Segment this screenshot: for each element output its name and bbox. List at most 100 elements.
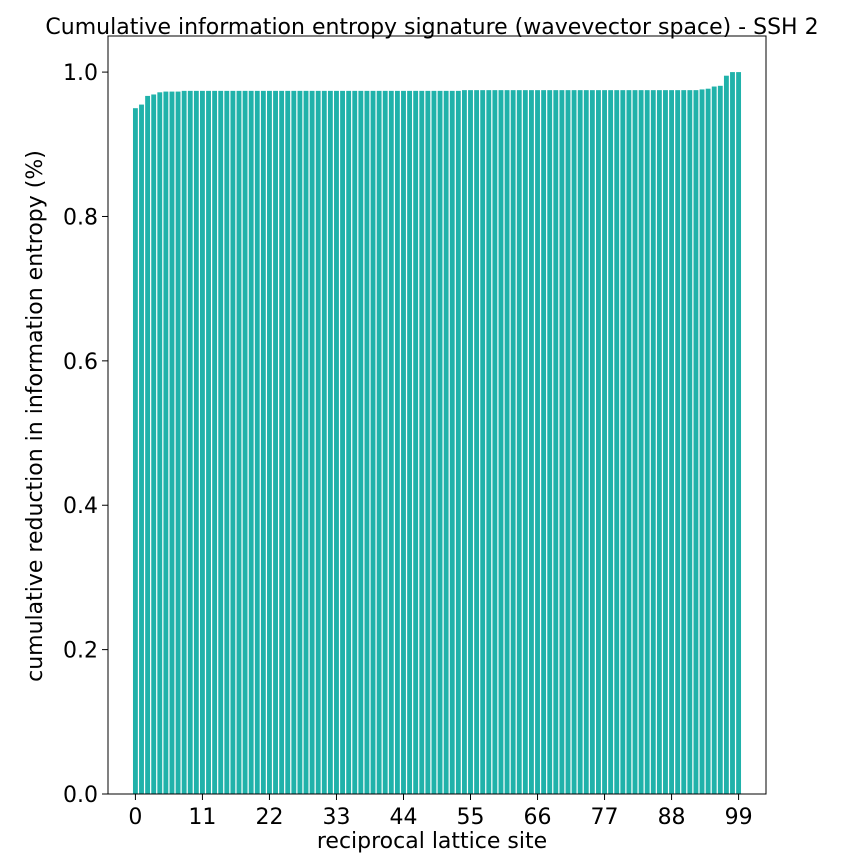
bar [394,90,400,795]
bar [181,90,187,795]
bar [681,90,687,794]
bar [376,90,382,795]
bar [425,90,431,795]
bar [297,90,303,795]
bar [736,72,742,795]
x-tick-label: 0 [128,805,142,830]
bar [510,90,516,794]
bar [267,90,272,795]
y-axis-label: cumulative reduction in information entr… [23,150,48,682]
bar [413,90,419,795]
bar [669,90,675,794]
bar [632,90,638,794]
bar [565,90,571,794]
x-axis: 0 11 22 33 44 55 66 77 88 99 [128,794,753,830]
bar [163,91,169,794]
bar [626,90,632,794]
bar [132,108,138,794]
bar [583,90,589,794]
bar [279,90,285,795]
bar [608,90,614,794]
x-tick-label: 44 [389,805,417,830]
bar [327,90,333,795]
x-tick-label: 77 [591,805,619,830]
bar [151,94,157,794]
bar [541,90,547,794]
bar [206,90,211,795]
x-tick-label: 88 [658,805,686,830]
bar [535,90,540,794]
bar [169,91,175,794]
bar [382,90,388,795]
bar [139,104,144,795]
x-axis-label: reciprocal lattice site [317,829,547,854]
bar [334,90,339,795]
bar [260,90,266,795]
bar [498,90,504,794]
bar [723,75,729,794]
bar [236,90,242,795]
bar [419,90,425,795]
bar [553,90,559,794]
bar [620,90,626,794]
bar [699,89,705,794]
y-tick-label: 1.0 [63,61,98,86]
bar [346,90,352,795]
x-tick-label: 55 [457,805,485,830]
bar [644,90,650,794]
bar [687,90,693,794]
bar [468,90,473,794]
bar [218,90,224,795]
bar [449,90,455,795]
bar [528,90,534,794]
bar [480,90,486,794]
bar [248,90,254,795]
bar [145,95,151,795]
bar [650,90,656,794]
bar [504,90,510,794]
bar [559,90,565,794]
bar [589,90,595,794]
bar [273,90,278,795]
bar [224,90,230,795]
y-tick-label: 0.2 [63,639,98,664]
x-tick-label: 22 [255,805,283,830]
bar [431,90,437,795]
bar [212,90,218,795]
bar [656,90,662,794]
bar [315,90,321,795]
bar [358,90,364,795]
bar [388,90,394,795]
bar [675,90,681,794]
y-axis: 0.0 0.2 0.4 0.6 0.8 1.0 [63,61,108,808]
bar [230,90,236,795]
y-tick-label: 0.6 [63,350,98,375]
bar [303,90,309,795]
bar [175,91,181,794]
bar [474,90,480,794]
bar [693,90,699,794]
bar [638,90,644,794]
bar [547,90,553,794]
bar [340,90,346,795]
x-tick-label: 99 [725,805,753,830]
bar [522,90,528,794]
plot-frame [107,35,767,795]
bar [602,90,607,794]
bar [711,86,717,795]
bar [486,90,492,794]
bar [443,90,449,795]
y-tick-label: 0.0 [63,783,98,808]
bar [199,90,205,795]
bar [285,90,291,795]
y-tick-label: 0.8 [63,205,98,230]
x-tick-label: 66 [524,805,552,830]
bar [407,90,413,795]
x-tick-label: 33 [322,805,350,830]
bar [352,90,358,795]
bar [705,88,711,795]
bar [571,90,577,794]
bar [187,90,193,795]
bar [437,90,443,795]
